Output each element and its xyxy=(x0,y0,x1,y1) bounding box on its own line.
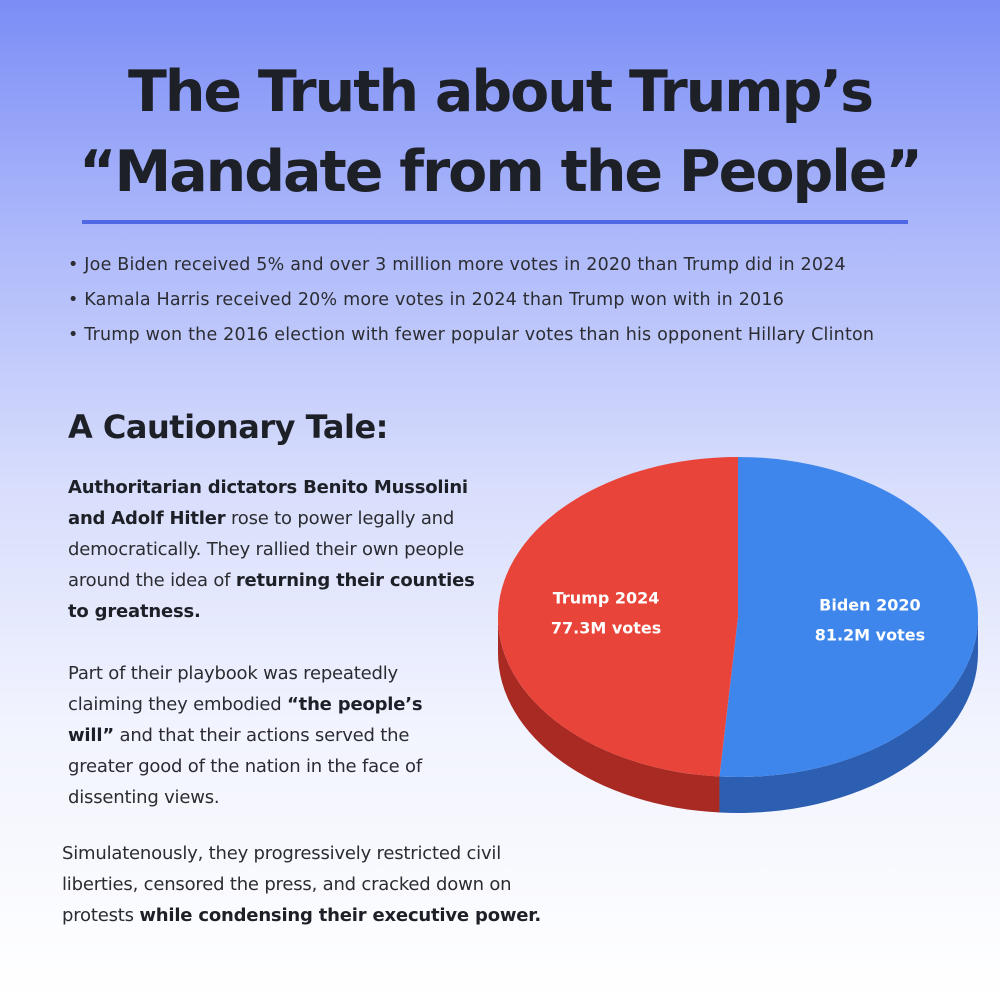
pie-side-biden-2020 xyxy=(719,617,978,813)
pie-label-name: Trump 2024 xyxy=(553,589,660,608)
paragraph-bold: returning their counties to greatness. xyxy=(68,570,475,622)
pie-labels: Biden 2020 81.2M votes Trump 2024 77.3M vot… xyxy=(551,589,925,645)
paragraph-restrictions: Simulatenously, they progressively restr… xyxy=(62,838,562,931)
paragraph-bold: while condensing their executive power. xyxy=(139,905,542,926)
pie-slice-trump-2024 xyxy=(498,457,738,777)
paragraph-bold: Authoritarian dictators Benito Mussolini… xyxy=(68,477,468,529)
section-title: A Cautionary Tale: xyxy=(68,408,388,446)
paragraph-playbook: Part of their playbook was repeatedly cl… xyxy=(68,658,468,813)
title-divider xyxy=(82,220,908,224)
paragraph-bold: “the people’s will” xyxy=(68,694,423,746)
pie-3d-sides xyxy=(498,617,978,813)
facts-list: Joe Biden received 5% and over 3 million… xyxy=(68,248,874,353)
fact-item: Trump won the 2016 election with fewer p… xyxy=(68,318,874,353)
fact-item: Joe Biden received 5% and over 3 million… xyxy=(68,248,874,283)
paragraph-text: and that their actions served the greate… xyxy=(68,725,422,808)
title-line-2: “Mandate from the People” xyxy=(79,139,923,205)
pie-label-value: 77.3M votes xyxy=(551,619,661,638)
paragraph-rise-to-power: Authoritarian dictators Benito Mussolini… xyxy=(68,472,488,627)
fact-item: Kamala Harris received 20% more votes in… xyxy=(68,283,874,318)
title-line-1: The Truth about Trump’s xyxy=(127,59,874,125)
paragraph-text: Part of their playbook was repeatedly cl… xyxy=(68,663,398,715)
page-title: The Truth about Trump’s “Mandate from th… xyxy=(0,52,1000,212)
vote-pie-chart: Biden 2020 81.2M votes Trump 2024 77.3M vot… xyxy=(498,457,979,813)
pie-label-value: 81.2M votes xyxy=(815,625,925,644)
pie-label-name: Biden 2020 xyxy=(819,595,920,614)
pie-slice-biden-2020 xyxy=(719,457,979,777)
pie-side-trump-2024 xyxy=(498,617,720,813)
paragraph-text: rose to power legally and democratically… xyxy=(68,508,464,591)
paragraph-text: Simulatenously, they progressively restr… xyxy=(62,843,512,926)
pie-slices xyxy=(498,457,979,777)
